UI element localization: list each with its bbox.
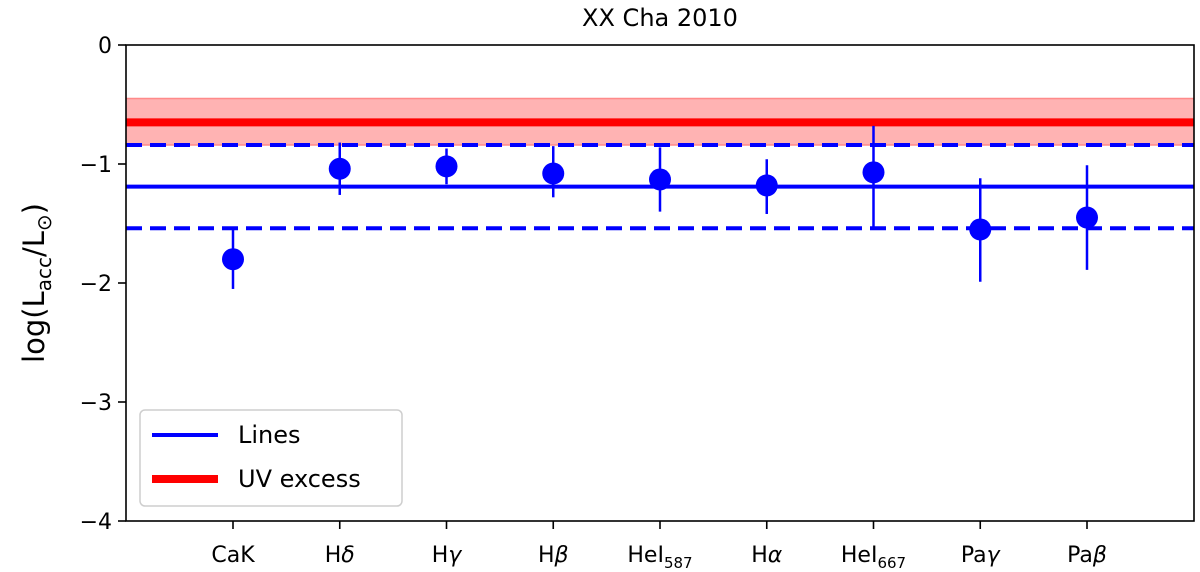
data-points-layer xyxy=(222,125,1098,289)
y-label-base: log(L xyxy=(17,291,51,363)
data-point xyxy=(328,157,351,180)
x-tick-label: Hγ xyxy=(432,543,463,568)
data-point xyxy=(969,218,992,241)
x-tick-label: Hβ xyxy=(538,543,569,568)
x-tick-label-greek: β xyxy=(554,543,569,568)
y-tick-label: −4 xyxy=(80,510,112,535)
data-point xyxy=(542,162,565,185)
x-tick-label: Hδ xyxy=(325,543,355,568)
y-tick-label: −2 xyxy=(80,272,112,297)
x-tick-label-base: H xyxy=(751,543,768,568)
x-axis: CaK Hδ Hγ Hβ HeI587 Hα HeI667 Paγ Paβ xyxy=(211,521,1107,572)
x-tick-label-greek: γ xyxy=(448,543,462,568)
legend-label: Lines xyxy=(238,421,301,449)
y-tick-label: −1 xyxy=(80,153,112,178)
x-tick-label: HeI667 xyxy=(841,543,906,572)
x-tick-label: HeI587 xyxy=(627,543,692,572)
x-tick-label-greek: β xyxy=(1092,543,1107,568)
x-tick-label-subscript: 587 xyxy=(664,554,693,572)
data-point xyxy=(755,174,778,197)
legend-label: UV excess xyxy=(238,465,361,493)
x-tick-label-greek: γ xyxy=(987,543,1001,568)
x-tick-label-base: HeI xyxy=(841,543,878,568)
x-tick-label: CaK xyxy=(211,543,255,568)
data-point xyxy=(862,161,885,184)
y-axis: 0 −1 −2 −3 −4 xyxy=(80,34,126,535)
reference-lines-layer xyxy=(126,118,1194,231)
x-tick-label-base: CaK xyxy=(211,543,255,568)
x-tick-label-base: H xyxy=(538,543,555,568)
x-tick-label-base: H xyxy=(325,543,342,568)
x-tick-label-greek: δ xyxy=(341,543,354,568)
data-point xyxy=(435,155,458,178)
data-point xyxy=(1076,206,1098,229)
y-label-mid: /L xyxy=(17,231,51,257)
x-tick-label-base: H xyxy=(432,543,449,568)
y-axis-label: log(Lacc/L⊙) xyxy=(17,203,56,363)
x-tick-label: Hα xyxy=(751,543,783,568)
x-tick-label-base: HeI xyxy=(627,543,664,568)
y-tick-label: −3 xyxy=(80,391,112,416)
x-tick-label-subscript: 667 xyxy=(877,554,906,572)
y-label-sun-symbol: ⊙ xyxy=(32,214,56,231)
y-label-end: ) xyxy=(17,203,51,214)
y-label-subscript: acc xyxy=(32,257,56,291)
x-tick-label: Paγ xyxy=(961,543,1001,568)
data-point xyxy=(222,248,244,271)
x-tick-label-greek: α xyxy=(768,543,783,568)
x-tick-label-base: Pa xyxy=(1067,543,1093,568)
legend: Lines UV excess xyxy=(139,409,403,507)
chart-title: XX Cha 2010 xyxy=(582,4,738,32)
x-tick-label-base: Pa xyxy=(961,543,987,568)
y-tick-label: 0 xyxy=(98,34,112,59)
x-tick-label: Paβ xyxy=(1067,543,1107,568)
data-point xyxy=(649,168,671,191)
